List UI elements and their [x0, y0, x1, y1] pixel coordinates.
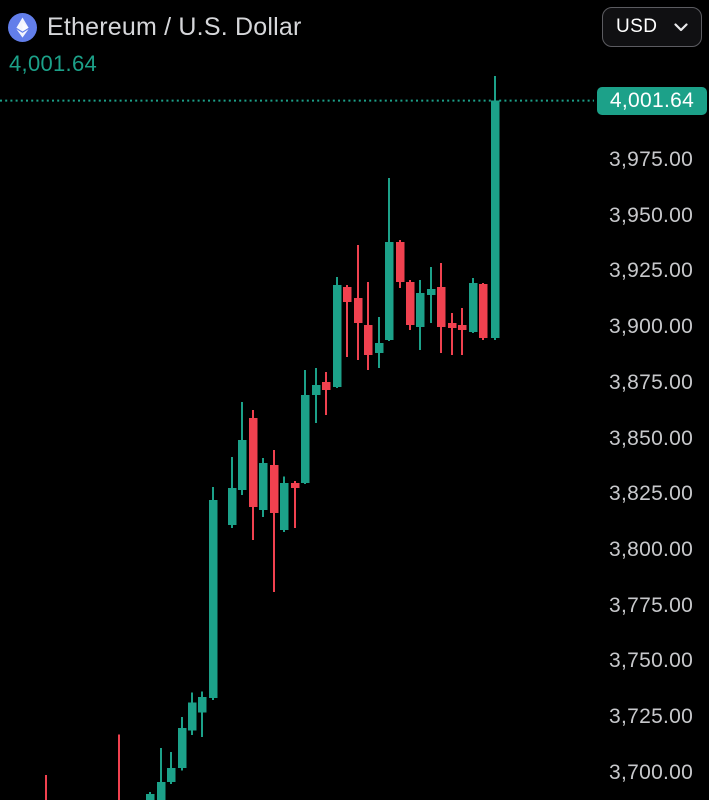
- candle-wick: [201, 691, 203, 738]
- candle-up: [227, 488, 237, 525]
- price-axis-tick: 3,950.00: [609, 203, 694, 227]
- candle-down: [269, 465, 279, 514]
- candle-up: [279, 483, 289, 530]
- candle-up: [426, 289, 436, 295]
- price-axis-tick: 3,825.00: [609, 482, 694, 506]
- symbol-title: Ethereum / U.S. Dollar: [47, 13, 302, 41]
- price-axis-tick: 3,750.00: [609, 649, 694, 673]
- candle-down: [436, 287, 446, 328]
- candle-wick: [378, 317, 380, 368]
- chart-header: Ethereum / U.S. Dollar 4,001.64: [0, 0, 302, 77]
- candle-up: [468, 283, 478, 332]
- candle-down: [342, 287, 352, 302]
- candle-down: [248, 418, 258, 508]
- current-price-badge: 4,001.64: [597, 86, 707, 115]
- price-axis-tick: 3,700.00: [609, 760, 694, 784]
- candle-up: [415, 293, 425, 328]
- candle-wick: [325, 371, 327, 415]
- current-price-badge-label: 4,001.64: [609, 88, 695, 112]
- candle-up: [384, 242, 394, 341]
- candle-wick: [315, 367, 317, 423]
- price-axis-tick: 3,850.00: [609, 426, 694, 450]
- candle-down: [478, 283, 488, 339]
- candle-wick: [461, 308, 463, 355]
- candle-down: [363, 325, 373, 355]
- candle-up: [145, 794, 155, 800]
- candle-up: [208, 500, 218, 699]
- candle-up: [332, 285, 342, 387]
- candle-wick: [118, 734, 120, 800]
- price-axis-tick: 3,975.00: [609, 148, 694, 171]
- candle-up: [197, 697, 207, 713]
- candle-down: [290, 483, 300, 488]
- candle-down: [405, 281, 415, 326]
- candle-down: [447, 323, 457, 328]
- price-axis-tick: 3,725.00: [609, 705, 694, 729]
- header-last-price: 4,001.64: [9, 51, 98, 76]
- price-axis-tick: 3,875.00: [609, 370, 694, 394]
- candle-down: [457, 325, 467, 330]
- candle-wick: [430, 267, 432, 324]
- candle-wick: [273, 449, 275, 593]
- candle-wick: [346, 285, 348, 357]
- candle-up: [187, 702, 197, 731]
- candle-down: [395, 242, 405, 282]
- ethereum-icon: [8, 13, 37, 42]
- price-axis[interactable]: 3,975.00 3,950.00 3,925.00 3,900.00 3,875.00…: [597, 0, 709, 800]
- price-axis-tick: 3,925.00: [609, 259, 694, 283]
- candle-wick: [45, 774, 47, 800]
- price-axis-tick: 3,900.00: [609, 315, 694, 339]
- candle-up: [374, 343, 384, 353]
- candle-up: [156, 781, 166, 800]
- symbol-row: Ethereum / U.S. Dollar: [0, 0, 302, 42]
- price-axis-tick: 3,800.00: [609, 538, 694, 561]
- candles-layer: [45, 76, 500, 800]
- chevron-down-icon: [674, 22, 688, 31]
- candle-up: [166, 768, 176, 782]
- candle-up: [177, 728, 187, 769]
- candle-down: [321, 381, 331, 390]
- candle-wick: [160, 748, 162, 800]
- candle-up: [258, 463, 268, 511]
- candle-up: [237, 439, 247, 490]
- candle-down: [353, 297, 363, 324]
- candle-up: [300, 394, 310, 484]
- candle-wick: [170, 752, 172, 784]
- candle-wick: [451, 313, 453, 355]
- candle-wick: [294, 481, 296, 529]
- currency-dropdown-value: USD: [616, 16, 658, 37]
- candle-up: [490, 100, 500, 338]
- candle-up: [311, 385, 321, 395]
- price-axis-tick: 3,775.00: [609, 593, 694, 617]
- currency-dropdown[interactable]: USD: [602, 7, 702, 47]
